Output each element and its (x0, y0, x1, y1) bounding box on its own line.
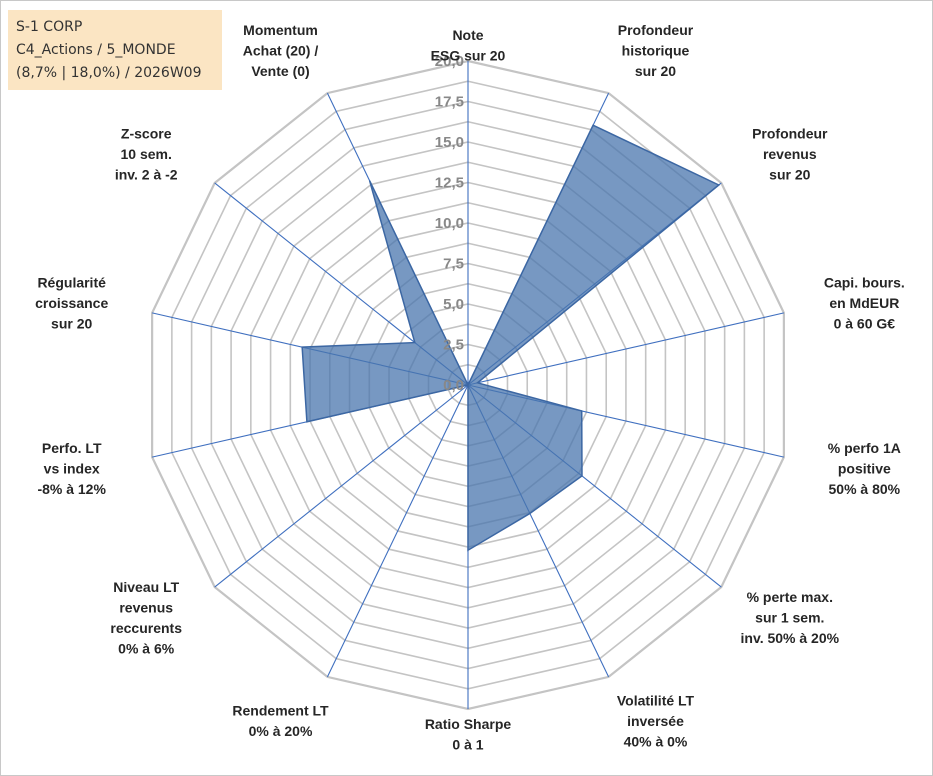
axis-label-line: revenus (763, 146, 817, 162)
axis-label: Profondeur revenus sur 20 (752, 125, 828, 182)
axis-label-line: vs index (44, 461, 100, 477)
axis-label-line: revenus (119, 599, 173, 615)
category-label: C4_Actions / 5_MONDE (16, 42, 176, 58)
axis-spoke (467, 312, 785, 386)
axis-label-line: Ratio Sharpe (425, 716, 512, 732)
axis-label-line: historique (622, 43, 690, 59)
axis-label: Volatilité LT inversée 40% à 0% (617, 692, 695, 749)
axis-spoke (326, 384, 469, 678)
axis-label: Profondeur historique sur 20 (618, 22, 694, 79)
axis-label-line: sur 20 (769, 166, 810, 182)
axis-label-line: Profondeur (752, 125, 828, 141)
axis-label-line: Perfo. LT (42, 440, 102, 456)
axis-label: Régularité croissance sur 20 (35, 274, 108, 331)
tick-label: 20,0 (435, 53, 464, 70)
axis-label-line: 0% à 20% (249, 723, 313, 739)
axis-label-line: inversée (627, 713, 684, 729)
axis-label: Rendement LT 0% à 20% (232, 703, 329, 740)
tick-label: 0,0 (443, 377, 464, 394)
tick-label: 10,0 (435, 215, 464, 232)
axis-label-line: % perfo 1A (828, 440, 901, 456)
axis-label-line: Z-score (121, 125, 172, 141)
axis-label-line: 0% à 6% (118, 640, 175, 656)
axis-label-line: inv. 2 à -2 (115, 166, 178, 182)
axis-label-line: inv. 50% à 20% (741, 630, 840, 646)
axis-label-line: croissance (35, 295, 108, 311)
axis-label-line: Niveau LT (113, 579, 179, 595)
axis-label: % perte max. sur 1 sem. inv. 50% à 20% (741, 589, 840, 646)
axis-labels: Note ESG sur 20 Profondeur historique sur 20… (35, 22, 905, 752)
axis-label-line: Achat (20) / (243, 43, 319, 59)
axis-label-line: ESG sur 20 (431, 47, 506, 63)
axis-spoke (214, 384, 469, 588)
info-box: S-1 CORP C4_Actions / 5_MONDE (8,7% | 18… (8, 10, 222, 90)
axis-label: Capi. bours. en MdEUR 0 à 60 G€ (824, 274, 905, 331)
axis-label-line: en MdEUR (829, 295, 899, 311)
radial-tick-labels: 0,0 2,5 5,0 7,5 10,0 12,5 15,0 17,5 20,0 (435, 53, 464, 394)
series-area (301, 124, 721, 552)
axis-label: Niveau LT revenus reccurents 0% à 6% (110, 579, 182, 657)
axis-label-line: sur 20 (51, 315, 92, 331)
stats-label: (8,7% | 18,0%) / 2026W09 (16, 65, 202, 81)
axis-label-line: 0 à 1 (452, 736, 483, 752)
axis-label: Note ESG sur 20 (431, 27, 506, 64)
axis-label-line: 0 à 60 G€ (834, 315, 896, 331)
tick-label: 15,0 (435, 134, 464, 151)
tick-label: 12,5 (435, 175, 464, 192)
tick-label: 7,5 (443, 256, 464, 273)
axis-label-line: 40% à 0% (624, 733, 688, 749)
axis-label-line: Capi. bours. (824, 274, 905, 290)
axis-label-line: % perte max. (747, 589, 833, 605)
axis-label-line: -8% à 12% (37, 481, 106, 497)
tick-label: 17,5 (435, 94, 464, 111)
axis-label-line: Régularité (37, 274, 106, 290)
axis-label: Z-score 10 sem. inv. 2 à -2 (115, 125, 178, 182)
data-series (301, 124, 721, 552)
axis-label-line: Volatilité LT (617, 692, 695, 708)
axis-label: Ratio Sharpe 0 à 1 (425, 716, 512, 753)
axis-label-line: Momentum (243, 22, 318, 38)
axis-label-line: 10 sem. (121, 146, 172, 162)
axis-label-line: sur 20 (635, 63, 676, 79)
axis-label-line: Note (452, 27, 483, 43)
axis-label: Momentum Achat (20) / Vente (0) (243, 22, 319, 79)
axis-label: Perfo. LT vs index -8% à 12% (37, 440, 106, 497)
axis-label-line: reccurents (110, 620, 182, 636)
company-name: S-1 CORP (16, 19, 83, 35)
axis-label-line: Rendement LT (232, 703, 329, 719)
axis-label-line: sur 1 sem. (755, 610, 824, 626)
axis-label-line: positive (838, 461, 891, 477)
tick-label: 5,0 (443, 296, 464, 313)
axis-label-line: 50% à 80% (829, 481, 901, 497)
axis-label-line: Vente (0) (251, 63, 309, 79)
axis-label: % perfo 1A positive 50% à 80% (828, 440, 901, 497)
axis-label-line: Profondeur (618, 22, 694, 38)
tick-label: 2,5 (443, 337, 464, 354)
